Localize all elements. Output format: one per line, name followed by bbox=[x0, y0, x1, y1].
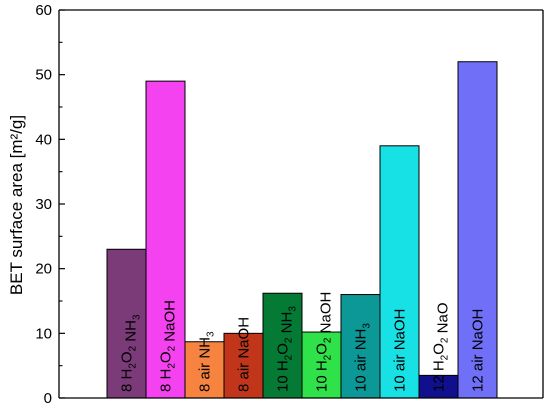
bars-layer bbox=[106, 61, 498, 399]
y-tick-label-10: 10 bbox=[35, 325, 52, 342]
bar-label-6: 10 H2O2 NaOH bbox=[314, 292, 335, 392]
y-tick-label-60: 60 bbox=[35, 2, 52, 19]
y-axis-title-text: BET surface area [m²/g] bbox=[7, 115, 26, 295]
y-tick-label-20: 20 bbox=[35, 261, 52, 278]
bar-3 bbox=[184, 341, 225, 399]
bar-label-7: 10 air NH3 bbox=[353, 323, 373, 392]
y-tick-label-0: 0 bbox=[44, 390, 52, 407]
bar-label-3: 8 air NH3 bbox=[197, 331, 217, 392]
bar-label-1: 8 H2O2 NH3 bbox=[119, 314, 143, 392]
bar-labels-layer: 8 H2O2 NH3 8 H2O2 NaOH 8 air NH3 8 air NaOH… bbox=[119, 292, 487, 392]
bar-label-2: 8 H2O2 NaOH bbox=[158, 300, 179, 392]
bar-label-4: 8 air NaOH bbox=[236, 317, 253, 392]
y-axis-title: BET surface area [m²/g] bbox=[7, 115, 26, 295]
bar-label-5: 10 H2O2 NH3 bbox=[275, 306, 299, 392]
bar-1 bbox=[106, 248, 147, 399]
bar-label-8: 10 air NaOH bbox=[392, 309, 409, 392]
bar-10 bbox=[457, 61, 498, 399]
bar-label-10: 12 air NaOH bbox=[470, 309, 487, 392]
bar-2 bbox=[145, 80, 186, 399]
axes-layer: 0 10 20 30 40 50 60 bbox=[35, 2, 544, 407]
bar-8 bbox=[379, 145, 420, 399]
bar-6 bbox=[301, 331, 342, 399]
y-tick-label-40: 40 bbox=[35, 131, 52, 148]
bar-label-9: 12 H2O2 NaO bbox=[431, 303, 452, 393]
y-tick-label-30: 30 bbox=[35, 196, 52, 213]
y-tick-label-50: 50 bbox=[35, 67, 52, 84]
